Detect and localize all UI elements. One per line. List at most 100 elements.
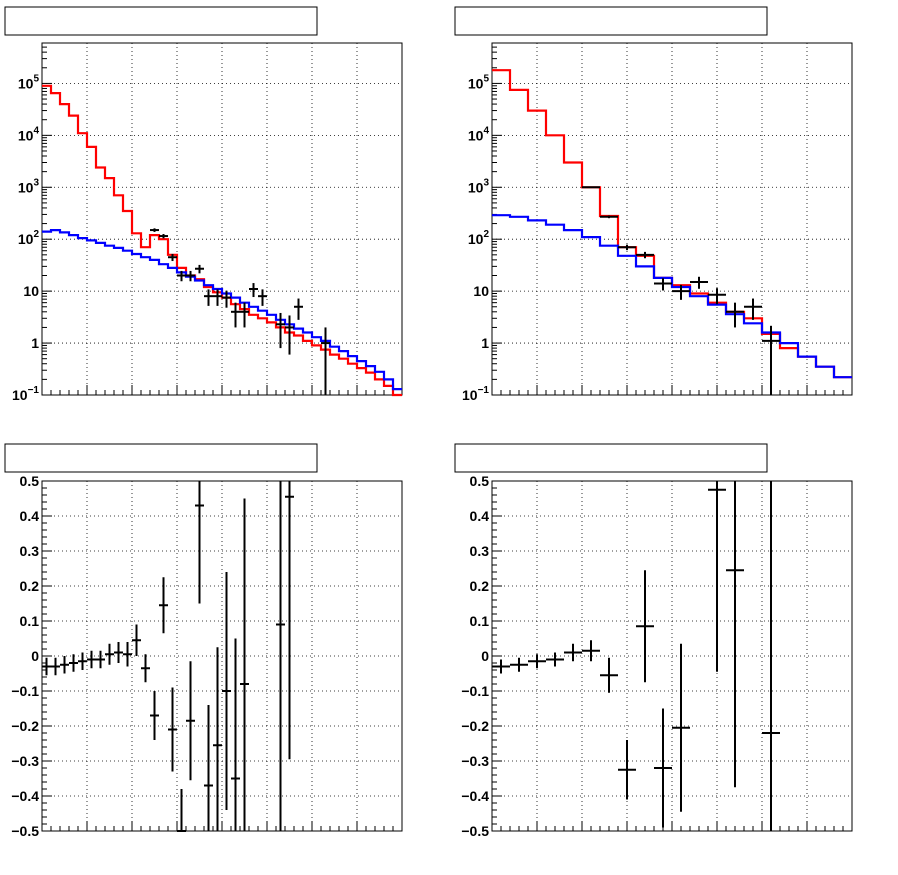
data-point <box>51 657 60 676</box>
data-point <box>654 708 672 828</box>
y-tick-label: 0.3 <box>470 543 490 559</box>
y-tick-base: −0.2 <box>461 718 489 734</box>
y-tick-exponent: 5 <box>483 73 489 84</box>
data-point <box>276 481 285 831</box>
y-tick-label: 10 <box>23 283 39 299</box>
y-tick-label: −0.1 <box>11 683 39 699</box>
data-point <box>636 570 654 683</box>
data-point <box>123 642 132 667</box>
data-point <box>546 652 564 667</box>
data-point <box>204 289 213 306</box>
y-tick-base: 0.3 <box>470 543 490 559</box>
data-point <box>240 302 249 328</box>
y-tick-label: 0.1 <box>470 613 490 629</box>
data-point <box>159 577 168 634</box>
data-point <box>672 284 690 300</box>
y-tick-base: 10 <box>462 387 478 403</box>
data-point <box>492 659 510 674</box>
y-tick-label: 0.5 <box>470 473 490 489</box>
y-tick-exponent: −1 <box>28 385 40 396</box>
y-tick-label: −0.3 <box>11 753 39 769</box>
y-tick-base: −0.2 <box>11 718 39 734</box>
data-point <box>159 233 168 239</box>
y-tick-base: −0.4 <box>461 788 489 804</box>
data-point <box>42 657 51 676</box>
y-tick-base: 0.5 <box>470 473 490 489</box>
y-tick-base: 0.1 <box>20 613 40 629</box>
y-tick-label: 10 <box>473 283 489 299</box>
y-tick-label: 0.3 <box>20 543 40 559</box>
y-tick-label: 105 <box>468 73 490 91</box>
data-point <box>105 643 114 665</box>
y-tick-base: −0.1 <box>11 683 39 699</box>
title-box <box>4 6 318 36</box>
data-point <box>213 647 222 831</box>
data-point <box>600 657 618 693</box>
y-tick-label: −0.5 <box>11 823 39 839</box>
y-tick-base: −0.4 <box>11 788 39 804</box>
y-tick-label: 0.5 <box>20 473 40 489</box>
y-tick-exponent: 2 <box>483 229 489 240</box>
y-tick-base: 0 <box>481 648 489 664</box>
data-point <box>654 278 672 291</box>
y-tick-label: −0.4 <box>461 788 489 804</box>
data-point <box>564 643 582 662</box>
data-point <box>276 312 285 349</box>
data-point <box>258 289 267 306</box>
data-point <box>195 481 204 604</box>
y-tick-label: 103 <box>468 177 490 195</box>
data-point <box>177 789 186 832</box>
data-point <box>582 640 600 662</box>
data-point <box>321 327 330 395</box>
data-point <box>726 302 744 328</box>
data-point <box>141 654 150 683</box>
data-point <box>762 481 780 831</box>
y-tick-label: −0.3 <box>461 753 489 769</box>
y-tick-label: 10−1 <box>462 385 489 403</box>
y-tick-base: 10 <box>18 179 34 195</box>
data-point <box>510 657 528 672</box>
data-point <box>231 302 240 328</box>
y-tick-label: 0 <box>481 648 489 664</box>
y-tick-label: −0.2 <box>11 718 39 734</box>
y-tick-base: −0.5 <box>11 823 39 839</box>
y-tick-label: −0.5 <box>461 823 489 839</box>
data-point <box>168 687 177 772</box>
model-source-step-line <box>492 214 852 379</box>
y-tick-label: 0.4 <box>20 508 40 524</box>
y-tick-base: 0.4 <box>20 508 40 524</box>
y-tick-base: −0.5 <box>461 823 489 839</box>
data-point <box>177 270 186 282</box>
y-tick-label: −0.4 <box>11 788 39 804</box>
data-point <box>708 481 726 672</box>
data-point <box>618 740 636 800</box>
data-point <box>285 315 294 355</box>
data-point <box>87 650 96 669</box>
data-point <box>762 325 780 395</box>
data-point <box>150 691 159 740</box>
y-tick-base: 1 <box>31 335 39 351</box>
data-point <box>285 481 294 760</box>
y-tick-label: 102 <box>18 229 40 247</box>
y-tick-base: 10 <box>23 283 39 299</box>
y-tick-exponent: 5 <box>33 73 39 84</box>
y-tick-base: 0.4 <box>470 508 490 524</box>
title-box <box>454 443 768 473</box>
y-tick-label: 104 <box>468 125 490 143</box>
y-tick-base: 10 <box>468 179 484 195</box>
y-tick-exponent: −1 <box>478 385 490 396</box>
y-tick-label: 103 <box>18 177 40 195</box>
y-tick-label: 0.4 <box>470 508 490 524</box>
y-tick-exponent: 2 <box>33 229 39 240</box>
y-tick-exponent: 4 <box>483 125 489 136</box>
y-tick-label: 1 <box>481 335 489 351</box>
y-tick-base: 0.5 <box>20 473 40 489</box>
data-point <box>726 481 744 788</box>
y-tick-label: 10−1 <box>12 385 39 403</box>
data-point <box>708 288 726 305</box>
y-tick-base: 10 <box>18 127 34 143</box>
y-tick-base: 10 <box>12 387 28 403</box>
data-point <box>213 289 222 306</box>
